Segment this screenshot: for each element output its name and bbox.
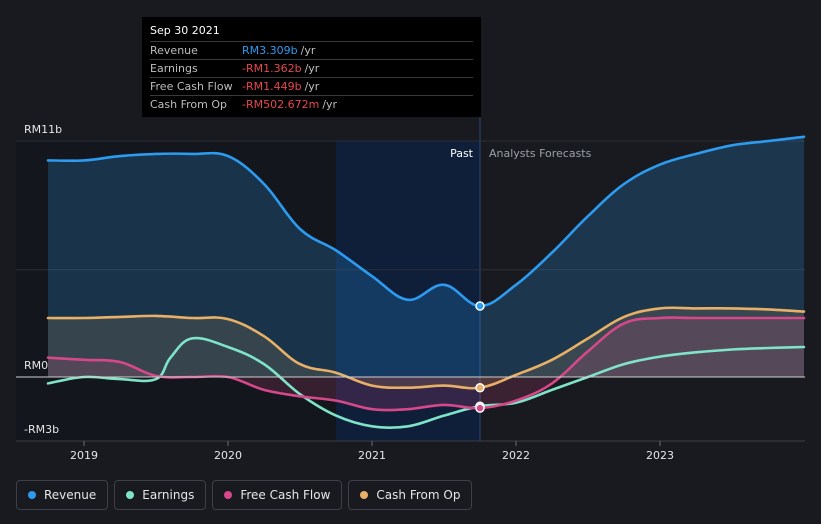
tooltip-row-revenue: Revenue RM3.309b /yr xyxy=(150,41,473,59)
axes: RM11b RM0 -RM3b Past Analysts Forecasts … xyxy=(24,123,674,462)
legend-label: Revenue xyxy=(44,488,97,502)
tooltip-value: -RM1.362b xyxy=(242,62,302,75)
tooltip-unit: /yr xyxy=(322,98,338,111)
series-lines xyxy=(16,135,806,430)
tooltip-label: Earnings xyxy=(150,62,198,75)
tooltip-unit: /yr xyxy=(300,44,316,57)
forecast-label: Analysts Forecasts xyxy=(489,147,592,160)
legend-item-earnings[interactable]: Earnings xyxy=(114,480,207,510)
tooltip-label: Free Cash Flow xyxy=(150,80,233,93)
legend-item-free-cash-flow[interactable]: Free Cash Flow xyxy=(212,480,343,510)
series-line-cash-from-op xyxy=(46,306,806,390)
legend-item-revenue[interactable]: Revenue xyxy=(16,480,109,510)
x-tick-label: 2023 xyxy=(646,449,674,462)
tooltip-unit: /yr xyxy=(304,80,320,93)
x-tick-label: 2019 xyxy=(70,449,98,462)
legend-dot-icon xyxy=(360,491,369,499)
legend-label: Earnings xyxy=(142,488,195,502)
y-tick-label-zero: RM0 xyxy=(24,359,48,372)
legend-label: Cash From Op xyxy=(376,488,461,502)
marker-cash-from-op xyxy=(475,383,485,393)
tooltip-row-cash-from-op: Cash From Op -RM502.672m /yr xyxy=(150,95,473,113)
tooltip-label: Cash From Op xyxy=(150,98,228,111)
marker-free-cash-flow xyxy=(475,403,485,413)
series-area-revenue xyxy=(48,136,804,377)
tooltip-date: Sep 30 2021 xyxy=(150,24,220,37)
tooltip-row-earnings: Earnings -RM1.362b /yr xyxy=(150,59,473,77)
past-label: Past xyxy=(450,147,474,160)
series-markers xyxy=(475,301,485,413)
x-tick-label: 2021 xyxy=(358,449,386,462)
series-line-revenue xyxy=(46,135,806,308)
tooltip-label: Revenue xyxy=(150,44,198,57)
tooltip-value: -RM502.672m xyxy=(242,98,320,111)
legend-dot-icon xyxy=(28,491,36,499)
tooltip-row-free-cash-flow: Free Cash Flow -RM1.449b /yr xyxy=(150,77,473,95)
series-area-free-cash-flow xyxy=(48,317,804,411)
x-tick-label: 2020 xyxy=(214,449,242,462)
tooltip: Sep 30 2021 Revenue RM3.309b /yr Earning… xyxy=(142,17,481,117)
series-line-earnings xyxy=(46,336,806,430)
legend: Revenue Earnings Free Cash Flow Cash Fro… xyxy=(16,480,473,510)
tooltip-value: RM3.309b xyxy=(242,44,298,57)
legend-dot-icon xyxy=(126,491,135,499)
marker-revenue xyxy=(475,301,485,311)
x-tick-label: 2022 xyxy=(502,449,530,462)
gridlines xyxy=(16,140,805,442)
legend-label: Free Cash Flow xyxy=(240,488,331,502)
y-tick-label-bottom: -RM3b xyxy=(24,423,59,436)
tooltip-value: -RM1.449b xyxy=(242,80,302,93)
legend-item-cash-from-op[interactable]: Cash From Op xyxy=(348,480,473,510)
legend-dot-icon xyxy=(224,491,233,499)
y-tick-label-top: RM11b xyxy=(24,123,62,136)
tooltip-unit: /yr xyxy=(304,62,320,75)
